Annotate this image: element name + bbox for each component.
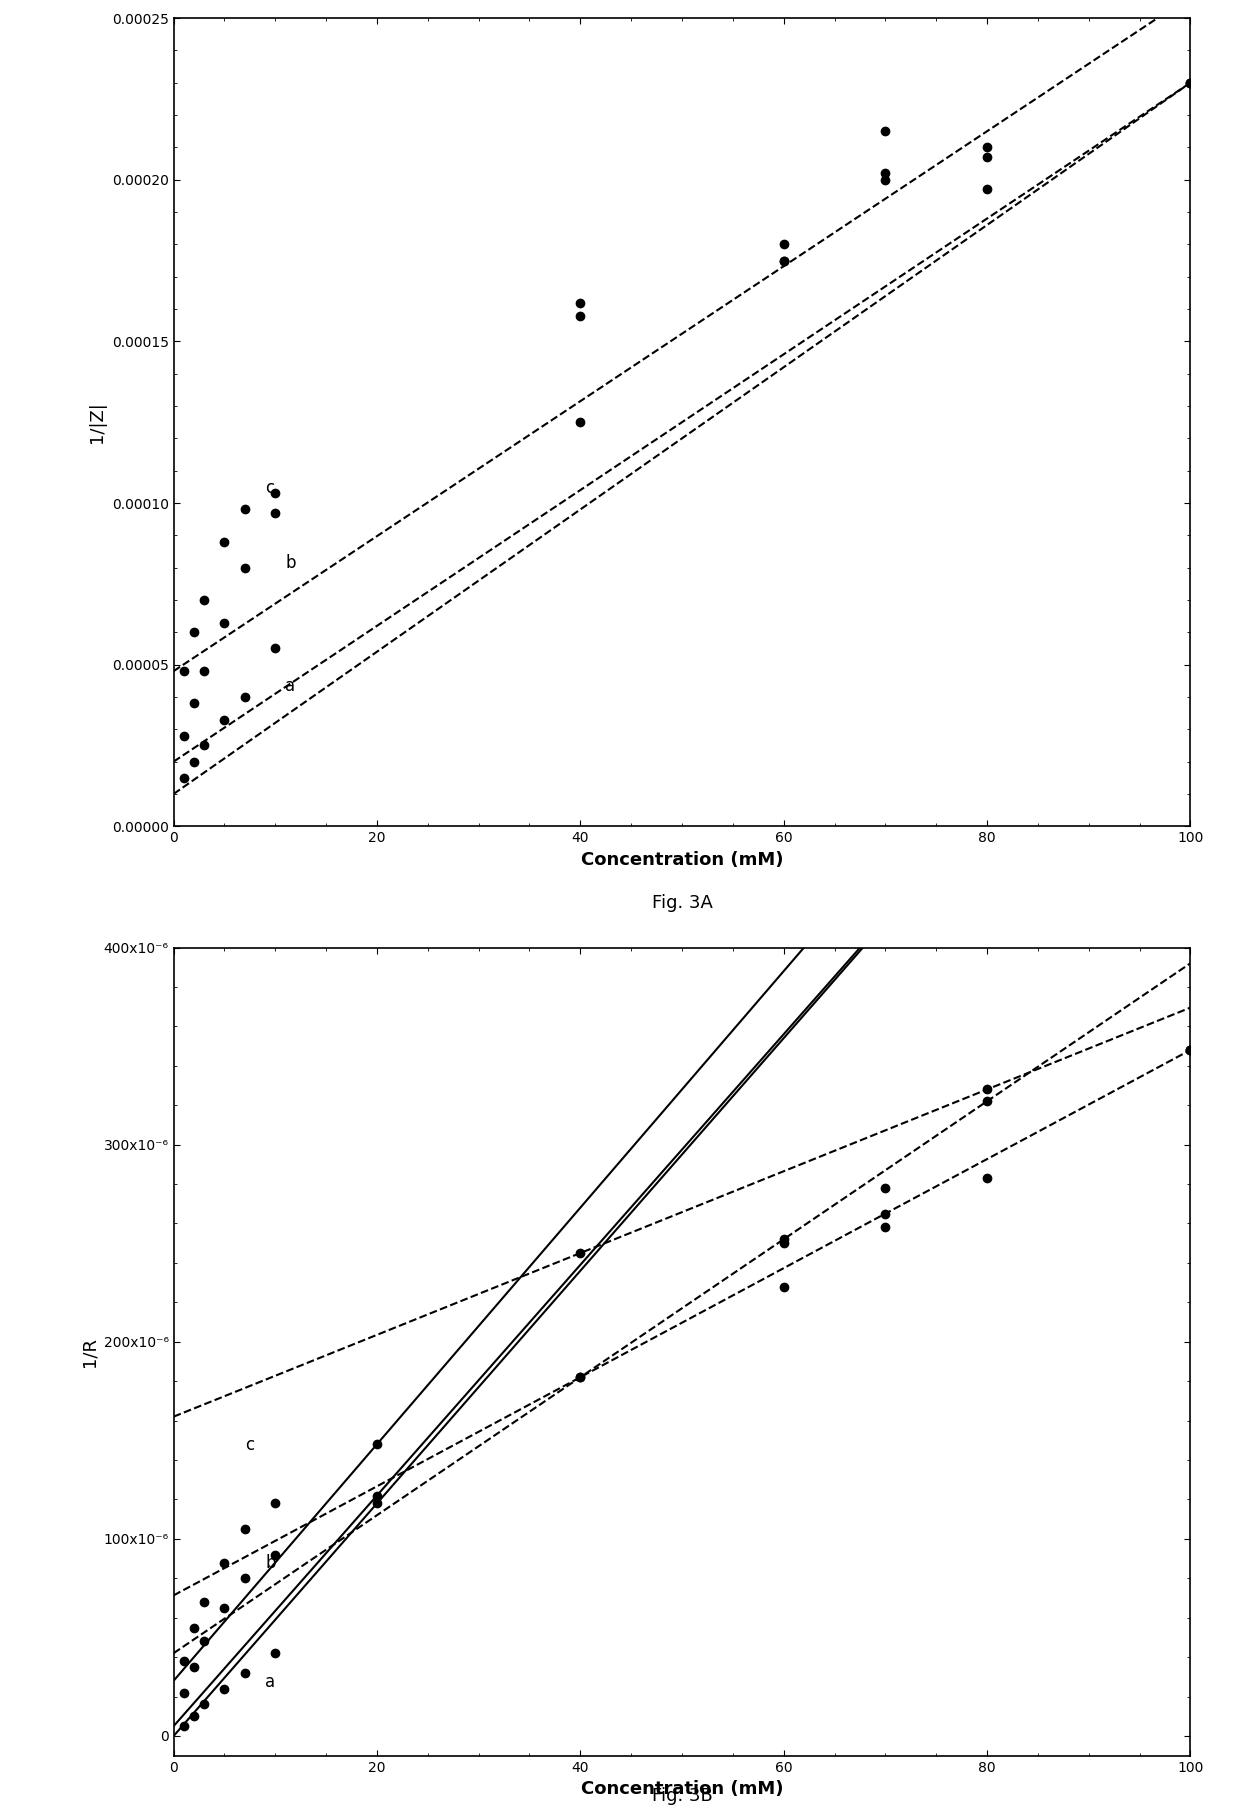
X-axis label: Concentration (mM): Concentration (mM) [580, 851, 784, 869]
Text: c: c [265, 480, 274, 498]
Text: a: a [285, 677, 295, 695]
Y-axis label: 1/R: 1/R [81, 1336, 98, 1367]
Text: Fig. 3B: Fig. 3B [652, 1786, 712, 1805]
Text: a: a [265, 1672, 275, 1691]
Text: c: c [244, 1435, 254, 1453]
Text: Fig. 3A: Fig. 3A [651, 894, 713, 912]
Text: b: b [265, 1555, 275, 1573]
Y-axis label: 1/|Z|: 1/|Z| [88, 402, 107, 443]
X-axis label: Concentration (mM): Concentration (mM) [580, 1779, 784, 1797]
Text: b: b [285, 554, 296, 572]
